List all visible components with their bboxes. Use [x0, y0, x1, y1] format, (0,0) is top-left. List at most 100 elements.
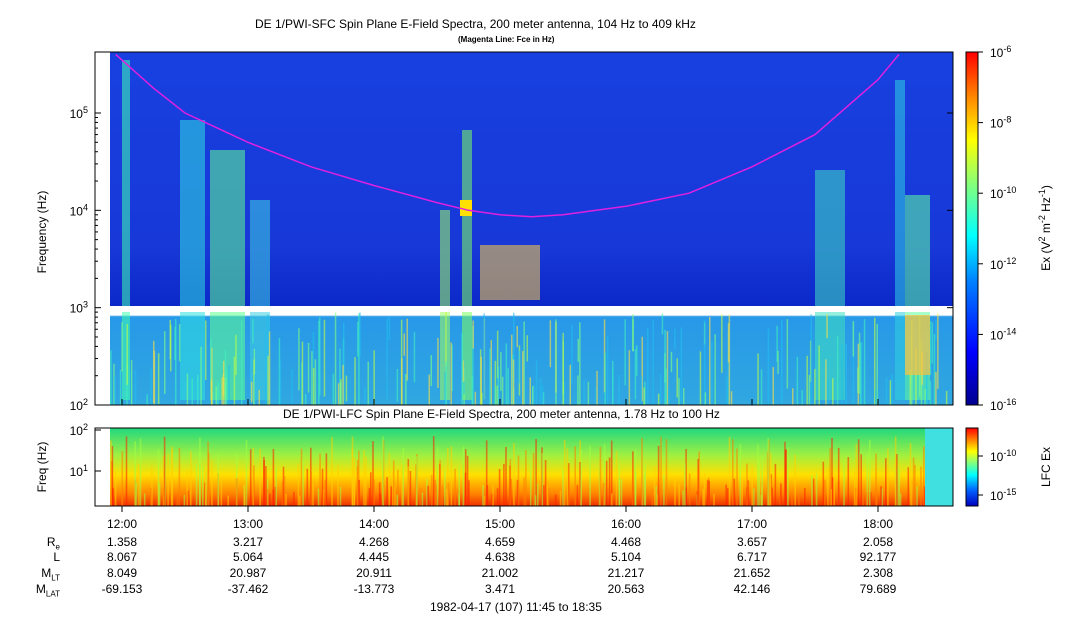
lfc-streak	[358, 479, 360, 506]
emission-burst	[895, 80, 905, 400]
x-tick-label: 14:00	[359, 517, 389, 531]
low-freq-streak	[267, 314, 269, 371]
low-freq-streak	[354, 357, 356, 405]
lfc-streak	[634, 472, 637, 506]
low-freq-streak	[891, 374, 893, 405]
lfc-streak	[780, 483, 782, 506]
lfc-streak	[651, 489, 653, 506]
emission-burst	[462, 130, 472, 400]
low-freq-streak	[760, 369, 763, 405]
lfc-streak	[150, 487, 152, 506]
low-freq-streak	[342, 364, 344, 405]
sfc-y-axis-label: Frequency (Hz)	[35, 191, 49, 274]
lfc-streak	[610, 493, 613, 506]
lfc-streak	[482, 485, 484, 506]
lfc-streak	[450, 446, 453, 506]
low-freq-streak	[808, 375, 811, 405]
low-freq-streak	[481, 392, 483, 405]
low-freq-streak	[571, 324, 573, 385]
y-tick-label: 105	[70, 105, 88, 121]
lfc-streak	[862, 494, 864, 506]
lfc-streak	[466, 455, 469, 506]
ephemeris-value: 21.002	[481, 566, 519, 580]
ephemeris-value: 4.638	[484, 550, 516, 564]
lfc-streak	[447, 482, 449, 506]
low-freq-streak	[885, 377, 888, 405]
low-freq-streak	[818, 345, 820, 405]
low-freq-streak	[924, 389, 926, 405]
ephemeris-value: 20.987	[229, 566, 267, 580]
low-freq-streak	[119, 369, 122, 405]
lfc-streak	[907, 467, 910, 506]
low-freq-streak	[612, 360, 614, 405]
lfc-streak	[523, 477, 525, 506]
lfc-streak	[804, 488, 806, 506]
lfc-streak	[896, 454, 898, 506]
lfc-streak	[747, 480, 749, 506]
ephemeris-row-label: Re	[46, 535, 60, 552]
low-freq-streak	[480, 356, 482, 405]
low-freq-streak	[516, 326, 518, 348]
lfc-streak	[857, 439, 860, 506]
low-freq-streak	[810, 314, 812, 405]
low-freq-streak	[339, 382, 342, 405]
lfc-heatmap-features	[110, 428, 953, 506]
lfc-streak	[485, 440, 488, 506]
low-freq-streak	[549, 320, 552, 368]
lfc-streak	[761, 456, 763, 506]
lfc-streak	[812, 478, 815, 506]
low-freq-streak	[134, 370, 137, 405]
low-freq-streak	[786, 319, 789, 389]
lfc-streak	[869, 439, 871, 506]
lfc-streak	[665, 439, 668, 506]
low-freq-streak	[535, 360, 538, 405]
lfc-streak	[847, 457, 850, 506]
lfc-streak	[282, 466, 285, 506]
lfc-streak	[351, 436, 354, 506]
low-freq-streak	[157, 353, 160, 404]
low-freq-streak	[314, 359, 317, 405]
lfc-y-tick-label: 102	[70, 422, 88, 438]
low-freq-streak	[483, 313, 485, 400]
sfc-y-axis: 102 103 104 105	[70, 105, 953, 413]
lfc-streak	[339, 486, 342, 506]
lfc-streak	[331, 436, 333, 506]
low-freq-streak	[665, 368, 667, 405]
lfc-streak	[421, 492, 424, 506]
low-freq-streak	[634, 348, 637, 400]
lfc-streak	[875, 495, 878, 506]
ephemeris-value: -13.773	[353, 582, 395, 596]
lfc-streak	[517, 455, 520, 506]
low-freq-streak	[772, 367, 774, 405]
low-freq-streak	[359, 312, 361, 358]
lfc-streak	[887, 448, 889, 506]
emission-burst	[440, 210, 450, 400]
lfc-streak	[541, 453, 544, 506]
emission-burst	[122, 60, 130, 400]
low-freq-streak	[915, 348, 917, 405]
low-freq-streak	[406, 318, 408, 381]
low-freq-streak	[777, 351, 779, 374]
low-freq-streak	[874, 317, 876, 405]
low-freq-streak	[217, 382, 219, 405]
ephemeris-row-label: MLT	[41, 566, 60, 583]
lfc-streak	[537, 483, 539, 506]
low-freq-streak	[268, 331, 271, 405]
ephemeris-value: 20.911	[356, 566, 392, 580]
low-freq-streak	[664, 330, 666, 405]
lfc-streak	[337, 464, 339, 506]
low-freq-streak	[312, 368, 315, 405]
low-freq-streak	[852, 323, 855, 405]
low-freq-streak	[197, 374, 199, 405]
lfc-streak	[833, 473, 835, 506]
low-freq-streak	[444, 372, 446, 405]
lfc-streak	[755, 493, 757, 506]
low-freq-streak	[405, 374, 407, 405]
low-freq-streak	[337, 383, 340, 405]
lfc-colorbar	[965, 427, 979, 507]
lfc-streak	[576, 484, 579, 506]
lfc-streak	[444, 470, 446, 506]
lfc-streak	[464, 449, 467, 506]
low-freq-streak	[191, 378, 193, 405]
lfc-streak	[787, 448, 789, 506]
